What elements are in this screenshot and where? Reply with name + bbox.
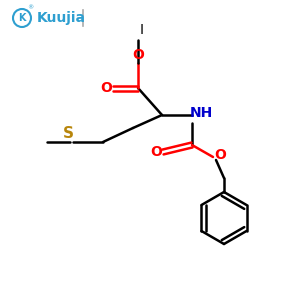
Text: ®: ® [27,5,33,10]
Text: NH: NH [189,106,213,120]
Text: O: O [100,81,112,95]
Text: S: S [62,127,74,142]
Text: I: I [140,23,144,37]
Text: Kuujia: Kuujia [37,11,86,25]
Text: O: O [150,145,162,159]
Text: O: O [214,148,226,162]
Text: O: O [132,48,144,62]
Text: K: K [18,13,26,23]
